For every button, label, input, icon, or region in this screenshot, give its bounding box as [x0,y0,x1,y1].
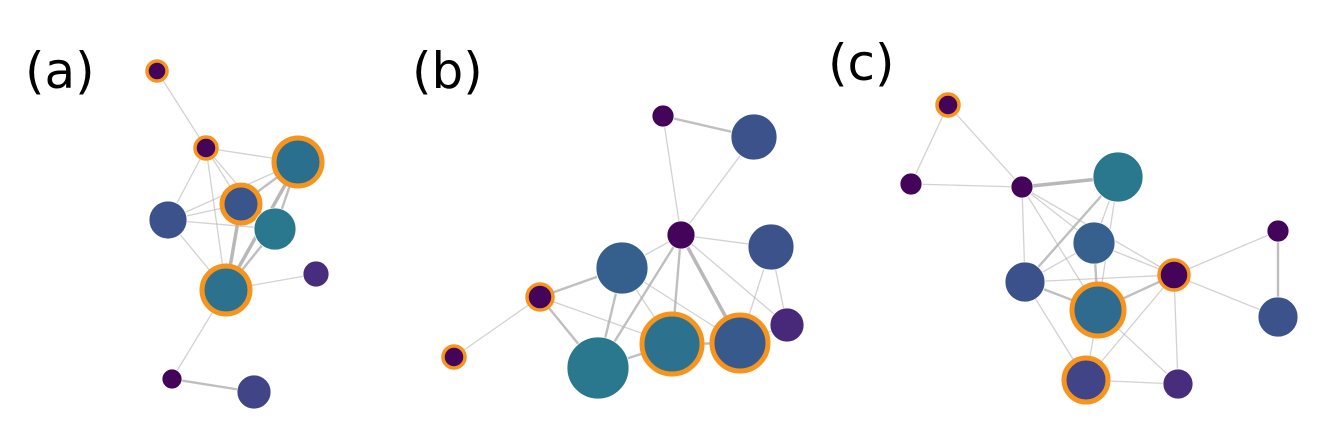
node-a7-highlighted [199,263,253,317]
node-b5 [595,241,649,295]
edge-b1-b3 [662,115,682,236]
node-c11-highlighted [1061,355,1111,405]
panel-b-nodes [441,104,805,400]
node-a4-highlighted [219,182,263,226]
node-a6 [253,207,297,251]
edge-c7-c8 [1024,274,1175,283]
node-c9-highlighted [1069,281,1127,339]
node-c10 [1257,296,1299,338]
node-c1-highlighted [935,92,961,118]
node-a9 [161,368,183,390]
node-c3 [1010,175,1034,199]
node-b2 [730,113,778,161]
node-c8-highlighted [1157,258,1191,292]
node-b1 [651,104,675,128]
node-b6-highlighted [525,282,555,312]
node-c4 [1092,151,1144,203]
node-a10 [236,374,272,410]
edge-b3-b7 [680,234,788,326]
node-c7 [1004,261,1046,303]
node-b4 [747,223,795,271]
node-c6 [1266,219,1290,243]
panel-b-label: (b) [412,42,483,100]
panel-a-nodes [145,59,330,410]
panel-a: (a) [25,42,330,410]
panel-a-label: (a) [25,42,95,100]
edge-c6-c8 [1173,230,1279,276]
panel-c: (c) [828,34,1299,405]
node-a1-highlighted [145,59,169,83]
node-c2 [899,172,923,196]
node-a5 [148,200,188,240]
node-a3-highlighted [271,135,325,189]
node-b10-highlighted [639,311,705,377]
node-b9 [566,336,630,400]
node-a2-highlighted [193,135,219,161]
node-b11-highlighted [709,312,771,374]
node-c12 [1162,368,1194,400]
edge-b6-b8 [453,296,541,358]
panel-c-label: (c) [828,34,895,92]
node-a8 [302,260,330,288]
edge-a1-a2 [156,70,207,149]
node-c5 [1072,221,1116,265]
edge-c2-c3 [910,183,1023,188]
edge-c8-c12 [1173,274,1179,385]
panel-b: (b) [412,42,805,400]
panel-c-nodes [899,92,1299,405]
edge-c1-c3 [947,104,1023,188]
node-b7 [769,307,805,343]
node-b8-highlighted [441,344,467,370]
edge-c1-c2 [910,104,949,185]
node-b3 [666,220,696,250]
